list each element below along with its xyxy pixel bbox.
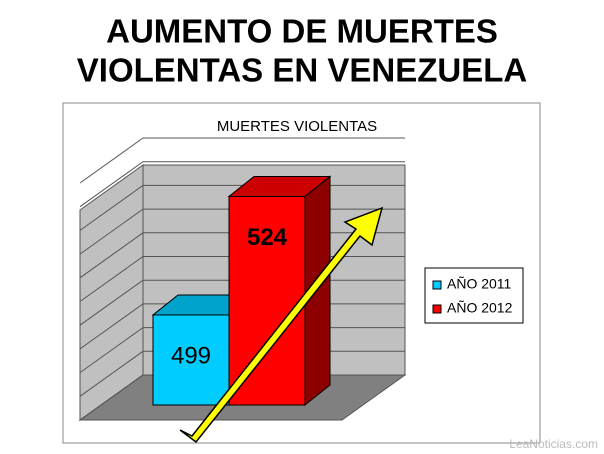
data-label: 524 xyxy=(247,224,288,251)
legend-swatch xyxy=(432,304,442,314)
legend-items: AÑO 2011 AÑO 2012 xyxy=(432,276,513,316)
watermark: LeaNoticias.com xyxy=(509,437,598,451)
legend-label: AÑO 2011 xyxy=(447,276,512,292)
heading-line: AUMENTO DE MUERTES xyxy=(106,13,498,50)
bars: 499 524 xyxy=(151,175,332,407)
arrow xyxy=(179,206,384,444)
grid-line xyxy=(79,137,405,184)
legend xyxy=(424,267,524,324)
chart-title: MUERTES VIOLENTAS xyxy=(217,118,377,135)
bar-front xyxy=(152,314,230,406)
bar xyxy=(227,175,332,407)
bar-front xyxy=(228,195,306,406)
legend-swatch xyxy=(432,280,442,290)
data-label: 499 xyxy=(171,342,211,369)
grid-line xyxy=(79,161,405,208)
legend-label: AÑO 2012 xyxy=(447,300,513,316)
heading-line: VIOLENTAS EN VENEZUELA xyxy=(77,52,527,89)
